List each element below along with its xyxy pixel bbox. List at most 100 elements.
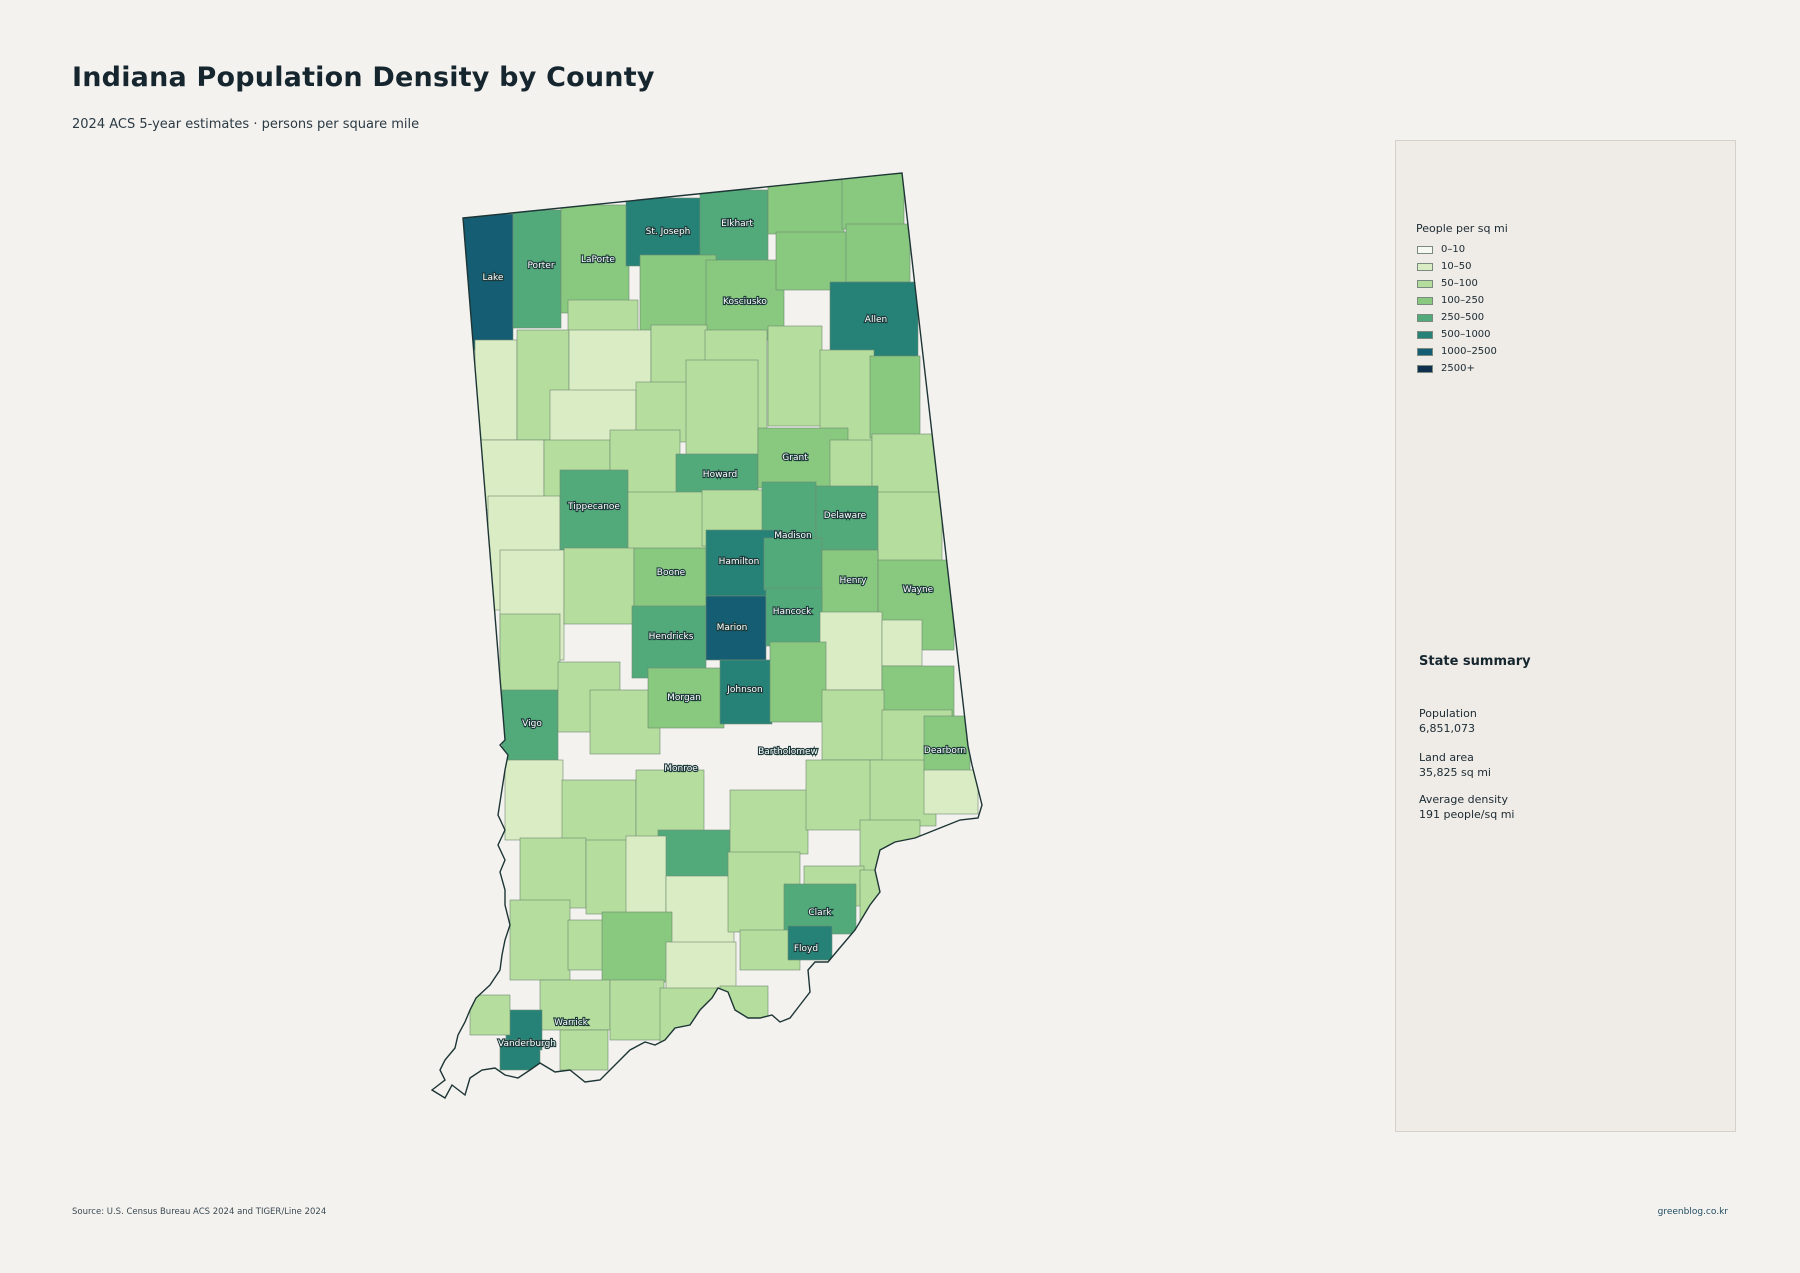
county-polygon [499,1039,541,1071]
county-label: Delaware [824,511,867,521]
county-labels: Lake Porter LaPorte St. Joseph Elkhart Kosciu… [481,218,967,1050]
county-polygon [685,359,759,461]
county-polygon [765,587,823,647]
county-polygon [559,1029,609,1071]
county-label: Dearborn [924,746,966,756]
county-polygon [567,919,609,971]
county-polygon [767,325,823,427]
county-polygon [819,611,883,691]
county-label: Monroe [664,764,698,774]
legend-item: 50–100 [1417,275,1497,292]
county-label: Henry [839,576,867,586]
legend-swatch [1417,245,1433,254]
legend-label: 50–100 [1441,278,1478,289]
county-polygon [539,979,611,1031]
county-polygon [769,641,827,723]
county-polygon [499,613,561,695]
county-polygon [787,925,833,961]
legend-swatch [1417,364,1433,373]
legend-item: 500–1000 [1417,326,1497,343]
county-label: Bartholomew [758,747,818,757]
county-polygon [563,547,635,625]
county-polygon [625,835,667,927]
county-label: Madison [774,531,811,541]
county-label: Marion [717,623,748,633]
county-label: Johnson [726,685,762,695]
legend-label: 2500+ [1441,363,1475,374]
county-polygon [923,715,971,773]
county-label: Vigo [522,719,542,729]
legend-label: 250–500 [1441,312,1485,323]
county-polygon [474,339,518,441]
county-label: Allen [865,315,887,325]
county-polygon [504,759,564,841]
legend-item: 100–250 [1417,292,1497,309]
county-polygon [869,355,921,439]
county-polygon [871,433,941,495]
legend-item: 2500+ [1417,360,1497,377]
county-label: Grant [782,453,808,463]
density-label: Average density [1419,793,1508,806]
site-credit: greenblog.co.kr [1657,1207,1728,1217]
source-note: Source: U.S. Census Bureau ACS 2024 and … [72,1207,327,1217]
county-label: Morgan [667,693,701,703]
county-polygon [815,485,879,551]
legend-label: 1000–2500 [1441,346,1497,357]
county-label: Kosciusko [723,297,767,307]
county-polygon [719,659,773,725]
county-polygon [877,491,943,565]
county-polygon [859,869,901,931]
county-label: Lake [483,273,504,283]
population-value: 6,851,073 [1419,722,1475,735]
county-label: Boone [657,568,686,578]
county-polygon [501,689,559,763]
legend-item: 250–500 [1417,309,1497,326]
county-polygon [923,769,979,815]
county-polygon [633,547,707,611]
county-polygon [585,839,631,915]
county-label: Hamilton [719,557,760,567]
map-subtitle: 2024 ACS 5-year estimates · persons per … [72,117,420,132]
county-polygon [729,789,809,855]
population-label: Population [1419,707,1477,720]
county-polygon [805,759,871,831]
density-value: 191 people/sq mi [1419,808,1515,821]
county-label: Clark [808,908,832,918]
legend-swatch [1417,313,1433,322]
county-label: Porter [527,261,554,271]
legend-swatch [1417,262,1433,271]
county-label: St. Joseph [646,227,691,237]
county-label: Tippecanoe [567,502,620,512]
legend-item: 1000–2500 [1417,343,1497,360]
population-stat: Population 6,851,073 [1419,706,1477,736]
legend-label: 100–250 [1441,295,1485,306]
county-polygon [821,689,885,761]
land-area-label: Land area [1419,751,1474,764]
county-polygon [665,941,737,993]
county-label: Warrick [554,1018,589,1028]
county-label: Wayne [903,585,934,595]
county-label: Floyd [794,944,818,954]
county-polygon [639,254,717,332]
county-label: Hendricks [649,632,694,642]
land-area-stat: Land area 35,825 sq mi [1419,750,1491,780]
county-polygon [845,223,911,283]
legend-swatch [1417,279,1433,288]
legend-summary-panel: People per sq mi 0–10 10–50 50–100 100–2… [1395,140,1736,1132]
county-polygon [627,491,707,557]
county-label: Howard [703,470,737,480]
county-polygon [631,605,707,679]
legend-label: 500–1000 [1441,329,1491,340]
density-legend: 0–10 10–50 50–100 100–250 250–500 500–10… [1417,241,1497,377]
county-polygons [462,173,979,1071]
legend-swatch [1417,330,1433,339]
legend-item: 0–10 [1417,241,1497,258]
county-polygon [509,899,571,981]
legend-swatch [1417,296,1433,305]
county-label: Vanderburgh [498,1039,556,1049]
legend-swatch [1417,347,1433,356]
county-polygon [665,875,735,947]
county-polygon [705,595,767,661]
legend-title: People per sq mi [1416,222,1508,235]
